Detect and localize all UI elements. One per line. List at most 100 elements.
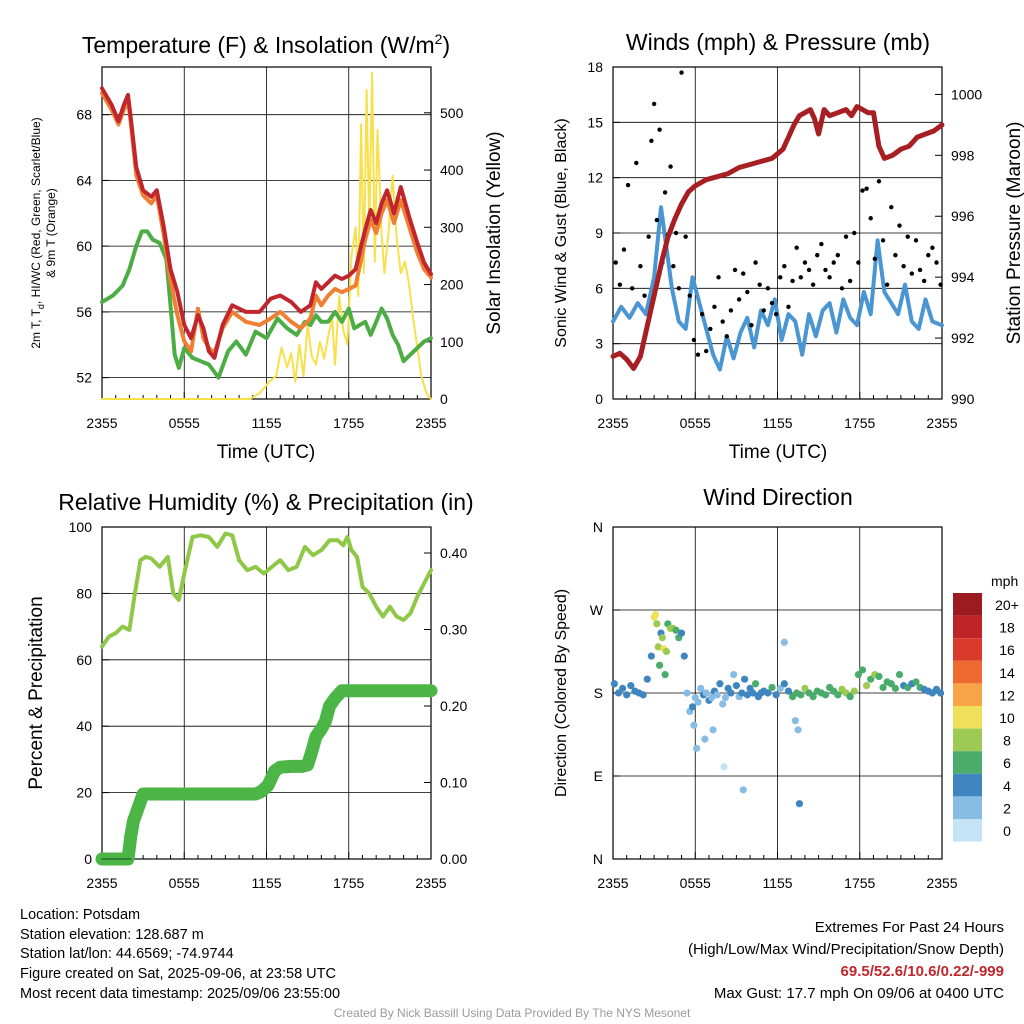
gust-point (864, 186, 869, 191)
wind-xlabel: Time (UTC) (729, 442, 828, 463)
gust-point (673, 230, 679, 236)
dir-title: Wind Direction (703, 484, 853, 510)
direction-point (654, 643, 662, 651)
gust-point (876, 179, 882, 184)
direction-point (875, 672, 883, 681)
wind-ytick-label-left: 9 (595, 225, 603, 241)
direction-point (627, 682, 635, 690)
direction-point (719, 700, 727, 708)
gust-point (839, 286, 845, 291)
direction-point (713, 691, 721, 699)
gust-point (745, 289, 750, 295)
gust-point (921, 278, 927, 284)
colorbar-label: 14 (999, 665, 1015, 681)
gust-point (691, 337, 697, 343)
gust-point (654, 217, 660, 223)
wind-frame (612, 66, 943, 400)
temp-title-end: ) (442, 32, 450, 58)
direction-point (702, 689, 710, 697)
wind-xtick-label: 1755 (844, 415, 875, 431)
rh-ytick-label-right: 0.20 (440, 698, 467, 714)
dir-xtick-label: 1755 (844, 875, 875, 891)
dir-ytick-label-left: E (594, 768, 603, 784)
gust-point (671, 264, 676, 269)
temp-ytick-label-right: 300 (440, 219, 464, 235)
gust-point (699, 311, 705, 317)
extremes-box: Extremes For Past 24 Hours (High/Low/Max… (688, 917, 1004, 1005)
direction-point (721, 694, 730, 702)
gust-point (773, 311, 779, 317)
dir-ytick-label-left: N (593, 519, 603, 535)
gust-point (753, 260, 758, 265)
gust-point (716, 275, 721, 280)
gust-point (749, 323, 754, 328)
wind-xtick-label: 2355 (926, 415, 957, 431)
gust-point (646, 234, 651, 239)
rh-ytick-label-left: 40 (76, 718, 92, 734)
temp-ytick-label-right: 100 (440, 334, 464, 350)
direction-point (768, 683, 776, 692)
gust-point (823, 267, 828, 273)
wind-ytick-label-right: 1000 (951, 86, 982, 102)
direction-point (618, 684, 627, 692)
extremes-title: Extremes For Past 24 Hours (814, 919, 1004, 936)
direction-point (647, 652, 655, 660)
direction-point (672, 626, 680, 634)
temp-ytick-label-left: 68 (76, 107, 92, 123)
credit-line: Created By Nick Bassill Using Data Provi… (333, 1006, 691, 1020)
direction-point (683, 689, 691, 697)
gust-point (634, 160, 639, 166)
gust-point (732, 267, 738, 273)
colorbar-swatch (953, 706, 982, 729)
temp-xtick-label: 0555 (169, 415, 200, 431)
colorbar-title: mph (991, 573, 1018, 589)
gust-point (741, 271, 746, 276)
gust-point (827, 275, 832, 280)
wind-ytick-label-left: 12 (587, 170, 603, 186)
gust-point (687, 293, 692, 298)
direction-point (751, 680, 760, 688)
wind-ytick-label-left: 0 (595, 391, 603, 407)
temp-ylabel-right: Solar Insolation (Yellow) (484, 131, 505, 334)
colorbar-swatch (953, 615, 982, 639)
gust-point (676, 286, 681, 291)
rh-ytick-label-left: 100 (69, 519, 93, 535)
wind-ytick-label-left: 3 (595, 336, 603, 352)
temp-ytick-label-right: 0 (440, 391, 448, 407)
direction-point (863, 682, 871, 690)
gust-point (810, 282, 816, 287)
dir-frame (612, 526, 943, 860)
gust-point (617, 282, 623, 287)
direction-point (610, 680, 618, 688)
colorbar-label: 20+ (995, 597, 1019, 613)
direction-point (891, 684, 899, 692)
gust-point (872, 256, 878, 262)
rh-line (100, 531, 433, 649)
rh-ytick-label-right: 0.10 (440, 775, 467, 791)
colorbar-label: 6 (1003, 755, 1011, 771)
direction-point (688, 703, 697, 711)
direction-point (643, 675, 651, 683)
gust-point (893, 252, 898, 258)
direction-point (937, 689, 945, 697)
direction-point (764, 689, 772, 697)
station-info: Location: Potsdam Station elevation: 128… (20, 906, 340, 1005)
gust-point (724, 334, 729, 339)
gust-point (852, 230, 857, 236)
colorbar-swatch (953, 660, 982, 684)
extremes-values: 69.5/52.6/10.6/0.22/-999 (840, 963, 1004, 980)
temp-ytick-label-left: 52 (76, 370, 92, 386)
wind-ytick-label-right: 996 (951, 208, 975, 224)
gust-point (683, 234, 688, 239)
colorbar-swatch (953, 773, 982, 797)
gust-point (782, 264, 787, 269)
direction-point (708, 694, 716, 702)
temp-ytick-label-right: 400 (440, 162, 464, 178)
direction-point (780, 680, 788, 688)
precip-line (95, 684, 438, 866)
wind-xtick-label: 1155 (762, 415, 792, 431)
gust-point (917, 267, 923, 273)
dir-ylabel-left: Direction (Colored By Speed) (553, 589, 570, 797)
gust-point (802, 260, 808, 265)
gust-point (679, 70, 684, 75)
